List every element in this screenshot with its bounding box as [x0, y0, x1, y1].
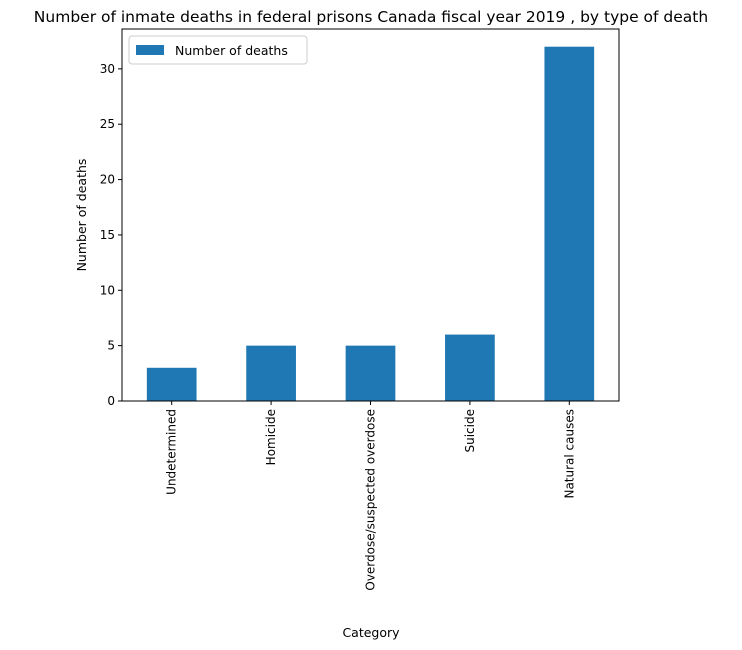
- x-tick-label: Overdose/suspected overdose: [364, 409, 378, 591]
- bar-suicide: [445, 334, 495, 401]
- x-axis: Undetermined Homicide Overdose/suspected o…: [165, 401, 576, 591]
- x-tick-label: Suicide: [463, 409, 477, 453]
- y-tick-label: 15: [100, 228, 115, 242]
- x-tick-label: Natural causes: [562, 409, 576, 499]
- y-tick-label: 5: [107, 339, 115, 353]
- bar-overdose-suspected-overdose: [345, 345, 396, 401]
- y-axis-label: Number of deaths: [74, 159, 89, 272]
- y-tick-label: 30: [100, 62, 115, 76]
- chart-title: Number of inmate deaths in federal priso…: [34, 8, 708, 26]
- legend-label: Number of deaths: [175, 43, 288, 58]
- bar-natural-causes: [544, 46, 595, 402]
- bars-layer: [146, 46, 595, 402]
- legend: Number of deaths: [128, 35, 308, 65]
- x-tick-label: Homicide: [264, 409, 278, 465]
- y-tick-label: 0: [107, 394, 115, 408]
- bar-homicide: [246, 345, 296, 401]
- x-tick-label: Undetermined: [165, 409, 179, 495]
- y-tick-label: 10: [100, 283, 115, 297]
- bar-undetermined: [146, 367, 197, 401]
- y-tick-label: 25: [100, 117, 115, 131]
- legend-box: [128, 35, 308, 65]
- legend-swatch: [136, 45, 164, 55]
- x-axis-label: Category: [342, 625, 400, 640]
- y-axis: 0 5 10 15 20 25 30: [100, 62, 122, 408]
- y-tick-label: 20: [100, 173, 115, 187]
